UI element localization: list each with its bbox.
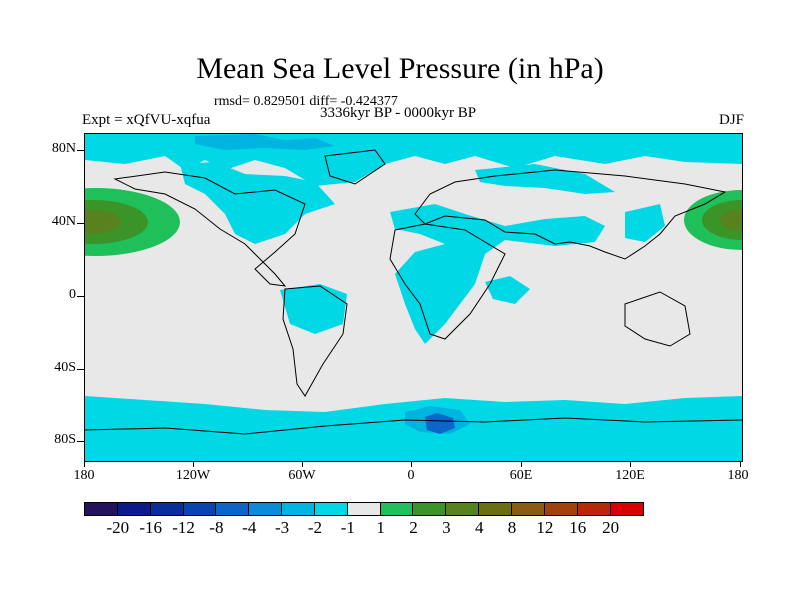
- x-label-180e: 180: [727, 468, 749, 483]
- greenland-coast: [324, 149, 386, 185]
- x-tick-180w: [84, 461, 85, 467]
- north-america-negative-region: [180, 162, 335, 244]
- colorbar-label: 12: [536, 518, 554, 537]
- coastlines: [85, 149, 742, 435]
- colorbar-label: 20: [602, 518, 620, 537]
- colorbar-label: -8: [209, 518, 224, 537]
- antarctic-deepest-region: [425, 413, 455, 434]
- antarctica-coast: [85, 417, 742, 435]
- colorbar-box: [577, 503, 611, 515]
- colorbar-label: 4: [474, 518, 484, 537]
- colorbar-box: [249, 503, 283, 515]
- colorbar-box: [282, 503, 315, 515]
- africa-coast: [389, 223, 506, 340]
- y-tick-40s: [77, 369, 84, 370]
- colorbar-label: -12: [172, 518, 195, 537]
- colorbar-label: 3: [442, 518, 451, 537]
- colorbar-box: [183, 503, 217, 515]
- x-label-60w: 60W: [288, 468, 316, 483]
- colorbar-box: [216, 503, 250, 515]
- colorbar-box: [380, 503, 414, 515]
- colorbar-label: -16: [139, 518, 163, 537]
- colorbar: [84, 502, 645, 516]
- north-pacific-max-west: [85, 210, 121, 234]
- arctic-deep-region: [195, 134, 335, 150]
- y-tick-80n: [77, 150, 84, 151]
- x-tick-120w: [193, 461, 194, 467]
- colorbar-box: [85, 503, 118, 515]
- colorbar-label: -4: [242, 518, 257, 537]
- x-label-180w: 180: [73, 468, 95, 483]
- colorbar-label: -20: [106, 518, 130, 537]
- colorbar-box: [446, 503, 480, 515]
- colorbar-box: [511, 503, 545, 515]
- australia-coast: [624, 291, 691, 347]
- colorbar-box: [117, 503, 151, 515]
- indian-ocean-negative-region: [485, 276, 530, 304]
- y-label-40n: 40N: [51, 214, 76, 229]
- north-pacific-max-east: [720, 209, 742, 231]
- y-tick-0: [77, 296, 84, 297]
- season-label: DJF: [718, 112, 744, 128]
- colorbar-box: [413, 503, 447, 515]
- map-panel: [84, 133, 743, 462]
- period-label: 3336kyr BP - 0000kyr BP: [320, 105, 477, 121]
- africa-negative-region: [390, 204, 605, 344]
- y-label-0: 0: [69, 287, 76, 302]
- colorbar-label: -1: [340, 518, 355, 537]
- colorbar-box: [610, 503, 644, 515]
- asia-negative-region: [625, 204, 665, 242]
- europe-asia-coast: [414, 169, 727, 260]
- south-america-coast: [282, 285, 348, 397]
- south-pacific-negative-region: [280, 284, 347, 334]
- colorbar-label: 16: [569, 518, 587, 537]
- colorbar-box: [347, 503, 381, 515]
- x-label-60e: 60E: [509, 468, 533, 483]
- north-america-coast: [113, 171, 306, 287]
- x-label-120w: 120W: [175, 468, 211, 483]
- y-tick-40n: [77, 223, 84, 224]
- y-label-40s: 40S: [54, 360, 76, 375]
- siberia-negative-region: [475, 164, 615, 194]
- y-label-80s: 80S: [54, 432, 76, 447]
- x-tick-120e: [630, 461, 631, 467]
- colorbar-label: 8: [507, 518, 517, 537]
- x-tick-0: [411, 461, 412, 467]
- colorbar-label: -3: [275, 518, 290, 537]
- stats-line: rmsd= 0.829501 diff= -0.424377: [214, 94, 398, 109]
- map-canvas: [85, 134, 742, 461]
- colorbar-label: 2: [409, 518, 418, 537]
- colorbar-box: [150, 503, 184, 515]
- colorbar-box: [544, 503, 578, 515]
- x-label-120e: 120E: [615, 468, 645, 483]
- x-tick-60e: [521, 461, 522, 467]
- colorbar-label: 1: [376, 518, 385, 537]
- chart-title: Mean Sea Level Pressure (in hPa): [196, 52, 604, 85]
- x-tick-180e: [740, 461, 741, 467]
- experiment-label: Expt = xQfVU-xqfua: [82, 112, 211, 128]
- colorbar-label: -2: [307, 518, 323, 537]
- x-label-0: 0: [407, 468, 415, 483]
- y-label-80n: 80N: [51, 141, 76, 156]
- colorbar-box: [479, 503, 512, 515]
- x-tick-60w: [302, 461, 303, 467]
- y-tick-80s: [77, 441, 84, 442]
- colorbar-box: [314, 503, 348, 515]
